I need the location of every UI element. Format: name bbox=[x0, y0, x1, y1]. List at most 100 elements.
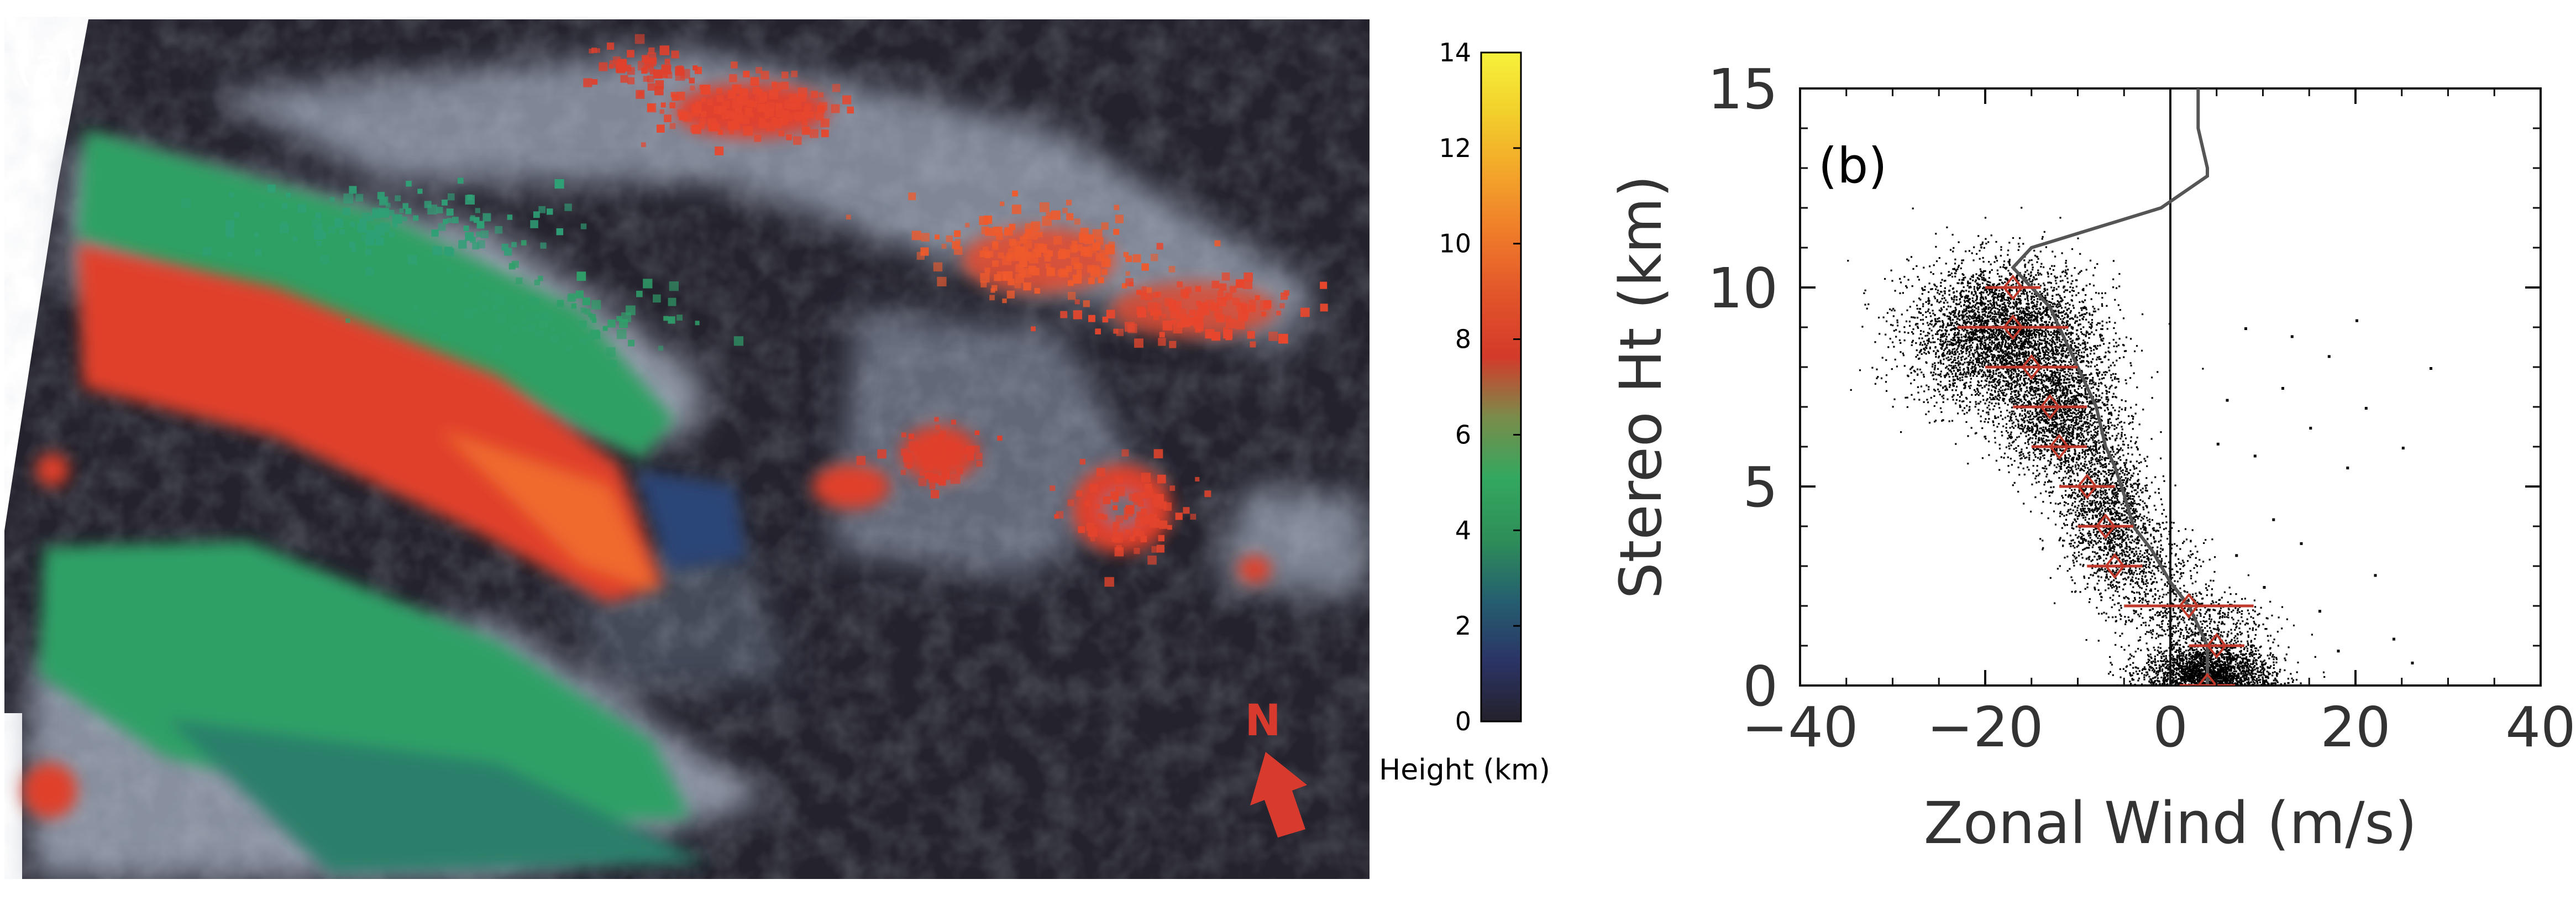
scatter-point bbox=[2141, 350, 2143, 352]
scatter-point bbox=[1975, 317, 1977, 318]
scatter-point bbox=[1963, 368, 1965, 370]
scatter-point bbox=[1968, 355, 1969, 357]
scatter-point bbox=[2108, 359, 2110, 360]
scatter-point bbox=[2121, 436, 2122, 437]
scatter-point bbox=[1911, 256, 1912, 258]
scatter-point bbox=[2066, 308, 2068, 310]
scatter-point bbox=[1988, 418, 1990, 420]
scatter-point bbox=[1934, 315, 1935, 316]
scatter-point bbox=[1980, 338, 1981, 339]
scatter-point bbox=[1974, 368, 1976, 370]
scatter-point bbox=[2011, 371, 2012, 373]
scatter-point bbox=[2042, 376, 2043, 378]
scatter-point bbox=[1950, 313, 1951, 315]
scatter-point bbox=[2035, 456, 2037, 458]
scatter-point bbox=[2035, 355, 2037, 357]
scatter-point bbox=[2050, 346, 2052, 347]
scatter-point bbox=[1977, 317, 1979, 319]
scatter-point bbox=[2022, 317, 2023, 319]
scatter-point bbox=[1950, 358, 1951, 360]
scatter-point bbox=[1981, 338, 1983, 339]
scatter-point bbox=[2060, 341, 2062, 343]
scatter-point bbox=[1952, 268, 1954, 270]
scatter-point bbox=[1945, 263, 1947, 264]
scatter-point bbox=[1942, 341, 1944, 342]
scatter-point bbox=[2057, 371, 2059, 373]
scatter-point bbox=[1945, 331, 1947, 332]
scatter-point bbox=[1995, 349, 1997, 350]
scatter-point bbox=[2008, 358, 2010, 359]
scatter-point bbox=[1875, 383, 1876, 385]
scatter-point bbox=[2084, 343, 2085, 344]
scatter-point bbox=[2045, 354, 2047, 355]
scatter-point bbox=[1966, 339, 1968, 341]
scatter-point bbox=[1964, 301, 1966, 303]
scatter-point bbox=[2019, 295, 2021, 297]
scatter-point bbox=[1977, 380, 1979, 382]
scatter-point bbox=[2008, 305, 2010, 307]
scatter-point bbox=[2064, 275, 2066, 277]
scatter-point bbox=[2002, 390, 2003, 391]
scatter-point bbox=[2070, 283, 2072, 285]
scatter-point bbox=[2066, 382, 2068, 384]
scatter-point bbox=[1995, 323, 1996, 325]
scatter-point bbox=[2114, 322, 2116, 323]
scatter-point bbox=[1995, 338, 1997, 339]
scatter-point bbox=[2103, 371, 2105, 373]
scatter-point bbox=[2104, 410, 2106, 411]
scatter-point bbox=[1981, 427, 1983, 429]
scatter-point bbox=[2002, 266, 2004, 268]
scatter-point bbox=[2047, 338, 2049, 339]
scatter-point bbox=[1975, 281, 1976, 282]
scatter-point bbox=[2090, 327, 2092, 329]
scatter-point bbox=[2112, 286, 2114, 288]
scatter-point bbox=[1895, 359, 1896, 360]
scatter-point bbox=[1966, 330, 1968, 332]
scatter-point bbox=[1944, 348, 1946, 350]
scatter-point bbox=[1956, 268, 1958, 270]
scatter-point bbox=[1981, 380, 1982, 382]
scatter-point bbox=[1989, 339, 1990, 341]
scatter-point bbox=[1965, 250, 1966, 252]
scatter-point bbox=[1951, 367, 1953, 369]
scatter-point bbox=[2002, 314, 2004, 316]
scatter-point bbox=[1964, 385, 1966, 386]
scatter-point bbox=[2116, 346, 2117, 347]
scatter-point bbox=[2041, 358, 2043, 360]
scatter-point bbox=[2046, 342, 2048, 344]
scatter-point bbox=[1966, 405, 1968, 406]
scatter-point bbox=[2081, 352, 2082, 353]
scatter-point bbox=[2005, 342, 2007, 343]
scatter-point bbox=[2023, 259, 2025, 261]
scatter-point bbox=[1937, 350, 1939, 352]
scatter-point bbox=[2076, 329, 2077, 331]
scatter-point bbox=[1984, 358, 1985, 359]
scatter-point bbox=[1949, 420, 1950, 422]
scatter-point bbox=[2053, 486, 2054, 488]
scatter-point bbox=[1995, 384, 1996, 385]
scatter-point bbox=[1911, 342, 1913, 343]
scatter-point bbox=[1963, 345, 1965, 347]
scatter-point bbox=[1971, 362, 1972, 363]
scatter-point bbox=[2023, 380, 2025, 381]
scatter-point bbox=[1958, 330, 1960, 332]
scatter-point bbox=[2027, 297, 2028, 299]
scatter-point bbox=[2042, 330, 2043, 332]
scatter-point bbox=[1939, 374, 1940, 376]
scatter-point bbox=[2114, 299, 2116, 301]
scatter-point bbox=[1950, 322, 1951, 323]
scatter-point bbox=[2003, 299, 2005, 301]
scatter-point bbox=[2002, 282, 2004, 284]
scatter-point bbox=[2028, 313, 2030, 315]
scatter-point bbox=[1996, 460, 1997, 462]
scatter-point bbox=[2013, 312, 2014, 314]
scatter-point bbox=[1978, 321, 1980, 323]
scatter-point bbox=[2051, 385, 2053, 387]
scatter-point bbox=[1989, 409, 1991, 410]
scatter-point bbox=[2106, 305, 2107, 307]
scatter-point bbox=[1955, 341, 1957, 343]
scatter-point bbox=[1991, 342, 1993, 343]
scatter-point bbox=[1951, 362, 1953, 363]
scatter-point bbox=[2016, 304, 2017, 306]
scatter-point bbox=[1931, 329, 1933, 331]
